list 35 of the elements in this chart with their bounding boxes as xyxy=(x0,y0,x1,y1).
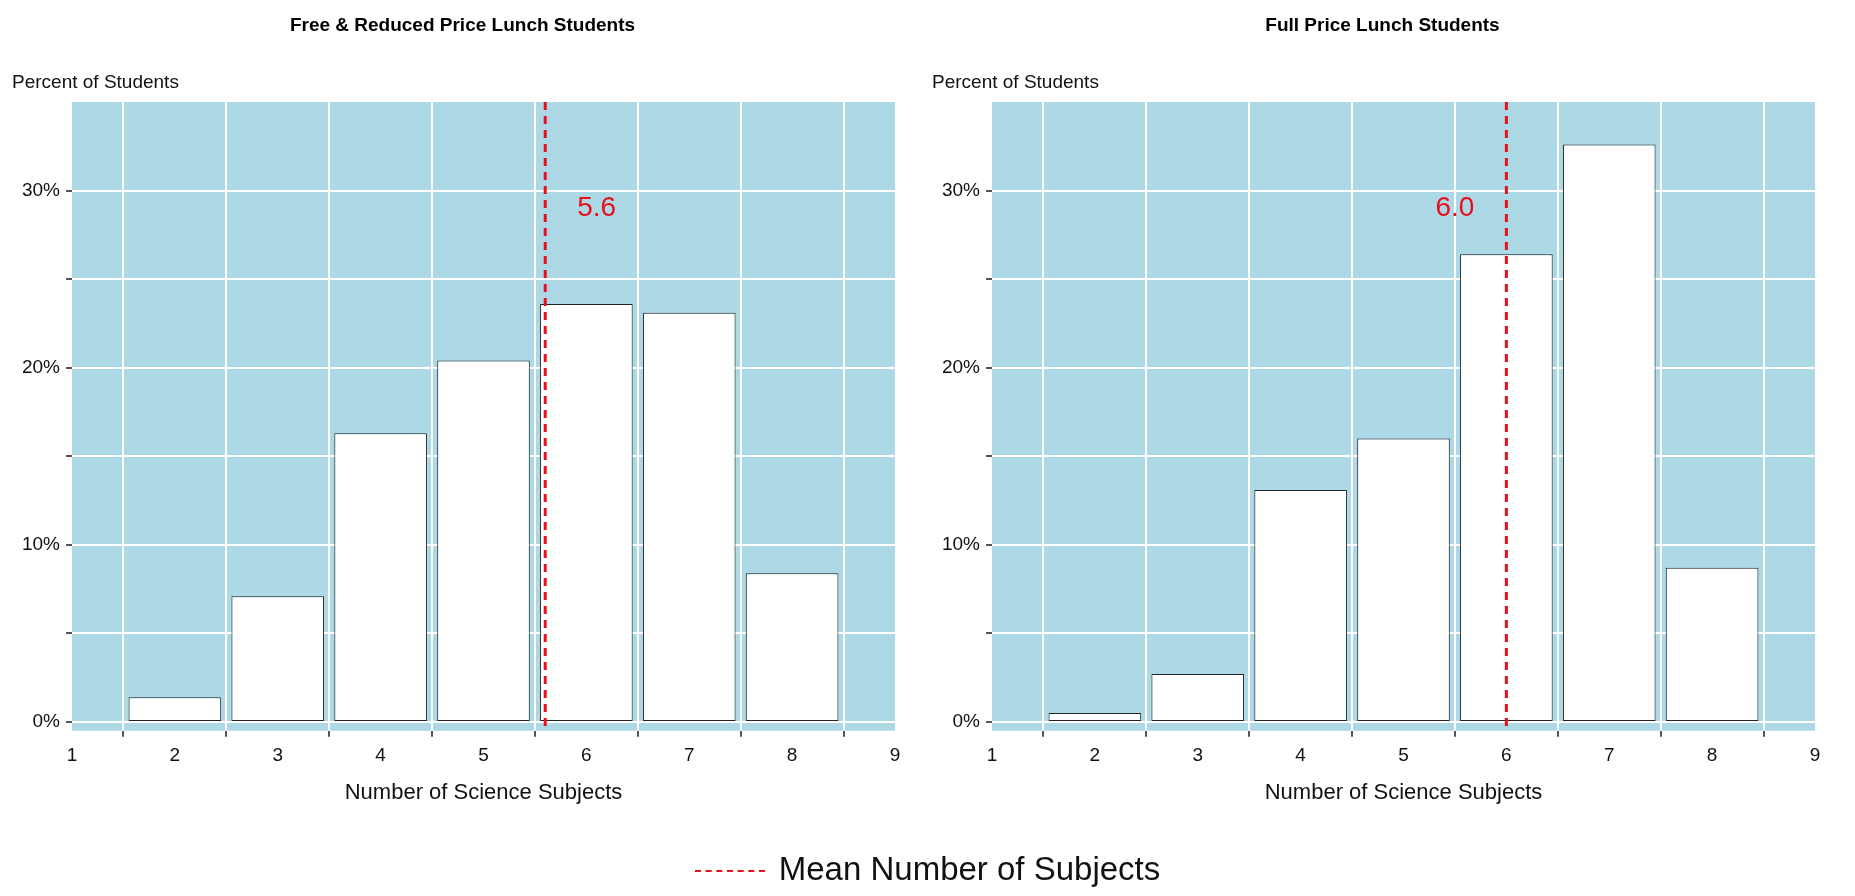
x-tick-label: 3 xyxy=(1192,744,1204,766)
y-tick-label: 30% xyxy=(941,178,981,200)
x-tick-label: 7 xyxy=(1603,744,1615,766)
y-tick-label: 20% xyxy=(21,355,61,377)
x-tick-label: 5 xyxy=(1398,744,1409,766)
y-tick-label: 0% xyxy=(32,710,61,732)
x-tick-label: 6 xyxy=(581,744,592,766)
ref-line-label: 6.0 xyxy=(1435,190,1475,222)
y-tick-label: 20% xyxy=(941,355,981,377)
x-tick-label: 2 xyxy=(169,744,181,766)
x-tick-label: 8 xyxy=(786,744,798,766)
x-tick-label: 7 xyxy=(683,744,695,766)
y-tick-label: 10% xyxy=(941,533,981,555)
y-tick-label: 10% xyxy=(21,533,61,555)
y-axis-title: Percent of Students xyxy=(932,70,1099,92)
text: Mean Number of Subjects xyxy=(778,850,1161,887)
x-tick-label: 9 xyxy=(1809,744,1821,766)
ref-line-label: 5.6 xyxy=(577,190,617,222)
x-tick-label: 4 xyxy=(1295,744,1307,766)
x-tick-label: 6 xyxy=(1501,744,1512,766)
x-tick-label: 1 xyxy=(986,744,998,766)
x-tick-label: 2 xyxy=(1089,744,1101,766)
x-axis-title: Number of Science Subjects xyxy=(1264,778,1543,804)
y-tick-label: 30% xyxy=(21,178,61,200)
x-axis-title: Number of Science Subjects xyxy=(344,778,623,804)
x-tick-label: 5 xyxy=(478,744,489,766)
x-tick-label: 1 xyxy=(66,744,78,766)
y-tick-label: 0% xyxy=(952,710,981,732)
chart-title: Free & Reduced Price Lunch Students xyxy=(288,14,637,36)
x-tick-label: 3 xyxy=(272,744,284,766)
x-tick-label: 9 xyxy=(889,744,901,766)
y-axis-title: Percent of Students xyxy=(12,70,179,92)
x-tick-label: 8 xyxy=(1706,744,1718,766)
x-tick-label: 4 xyxy=(375,744,387,766)
chart-title: Full Price Lunch Students xyxy=(1264,14,1501,36)
